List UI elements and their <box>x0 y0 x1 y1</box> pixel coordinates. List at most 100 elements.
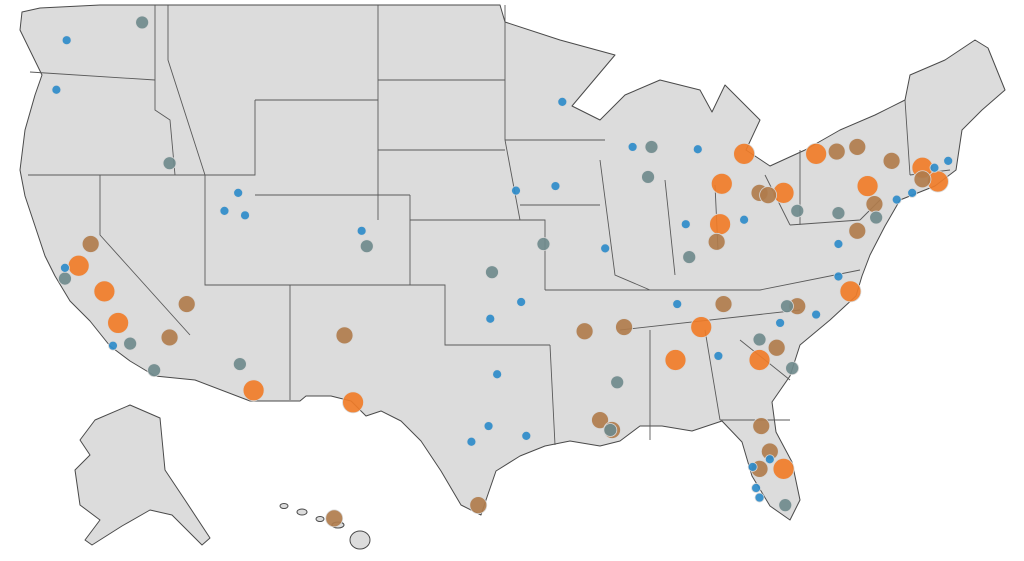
marker <box>714 295 733 313</box>
marker <box>943 155 954 166</box>
marker <box>929 162 940 173</box>
alaska <box>74 404 211 546</box>
marker <box>359 239 374 254</box>
hawaii-island <box>279 503 289 509</box>
marker <box>772 457 795 480</box>
marker <box>177 295 196 313</box>
marker <box>162 156 177 171</box>
marker <box>107 312 130 334</box>
marker <box>641 170 655 184</box>
marker <box>865 195 884 214</box>
marker <box>827 142 846 161</box>
marker <box>575 322 594 341</box>
marker <box>93 280 116 303</box>
markers <box>51 15 954 528</box>
marker <box>739 214 749 225</box>
hawaii-island <box>296 508 308 516</box>
land <box>19 4 1006 550</box>
marker <box>785 361 800 376</box>
marker <box>710 172 733 195</box>
marker <box>67 254 90 277</box>
marker <box>557 96 568 107</box>
marker <box>869 210 884 225</box>
marker <box>135 15 150 30</box>
marker <box>627 142 638 152</box>
marker <box>680 219 691 230</box>
marker <box>856 175 879 197</box>
marker <box>516 297 527 307</box>
marker <box>882 151 901 170</box>
marker <box>848 221 867 240</box>
marker <box>61 35 72 46</box>
marker <box>780 299 794 314</box>
marker <box>664 349 687 371</box>
marker <box>831 206 846 220</box>
marker <box>232 357 247 371</box>
marker <box>610 375 625 390</box>
marker <box>751 483 761 493</box>
marker <box>60 262 70 273</box>
marker <box>692 144 703 155</box>
marker <box>811 309 822 320</box>
marker <box>733 143 755 165</box>
marker <box>147 363 162 378</box>
marker <box>709 213 731 236</box>
marker <box>492 369 503 380</box>
hawaii-island <box>349 530 371 550</box>
marker <box>81 235 100 253</box>
marker <box>160 328 179 347</box>
marker <box>342 391 364 414</box>
marker <box>891 194 902 205</box>
marker <box>469 496 488 515</box>
marker <box>219 205 230 216</box>
marker <box>907 187 918 198</box>
marker <box>778 498 793 513</box>
marker <box>672 299 683 309</box>
marker <box>833 271 844 282</box>
marker <box>51 84 62 95</box>
marker <box>748 349 771 371</box>
marker <box>536 237 551 251</box>
marker <box>242 379 265 402</box>
marker <box>521 430 532 441</box>
marker <box>848 138 867 156</box>
marker <box>485 313 496 324</box>
marker <box>690 316 713 338</box>
marker <box>764 454 775 465</box>
marker <box>790 203 805 218</box>
marker <box>747 462 758 472</box>
marker <box>511 185 521 196</box>
marker <box>600 243 611 254</box>
marker <box>767 338 786 357</box>
marker <box>335 326 354 345</box>
marker <box>913 170 932 189</box>
marker <box>240 210 250 221</box>
marker <box>754 492 765 503</box>
marker <box>752 332 767 347</box>
marker <box>550 181 561 191</box>
marker <box>839 280 862 303</box>
marker <box>615 318 633 336</box>
marker <box>466 436 477 447</box>
marker <box>325 509 344 528</box>
hawaii-island <box>315 516 325 522</box>
marker <box>644 140 659 154</box>
marker <box>833 239 844 249</box>
marker <box>713 351 724 361</box>
marker <box>805 143 828 165</box>
marker <box>58 271 72 286</box>
contiguous-us <box>19 4 1006 521</box>
marker <box>707 232 726 251</box>
marker <box>682 250 697 264</box>
marker <box>775 318 786 328</box>
marker <box>356 225 367 236</box>
marker <box>752 417 771 435</box>
marker <box>485 265 499 280</box>
marker <box>108 340 118 351</box>
marker <box>591 411 609 430</box>
marker <box>483 421 494 431</box>
marker <box>603 423 618 437</box>
marker <box>123 336 138 351</box>
